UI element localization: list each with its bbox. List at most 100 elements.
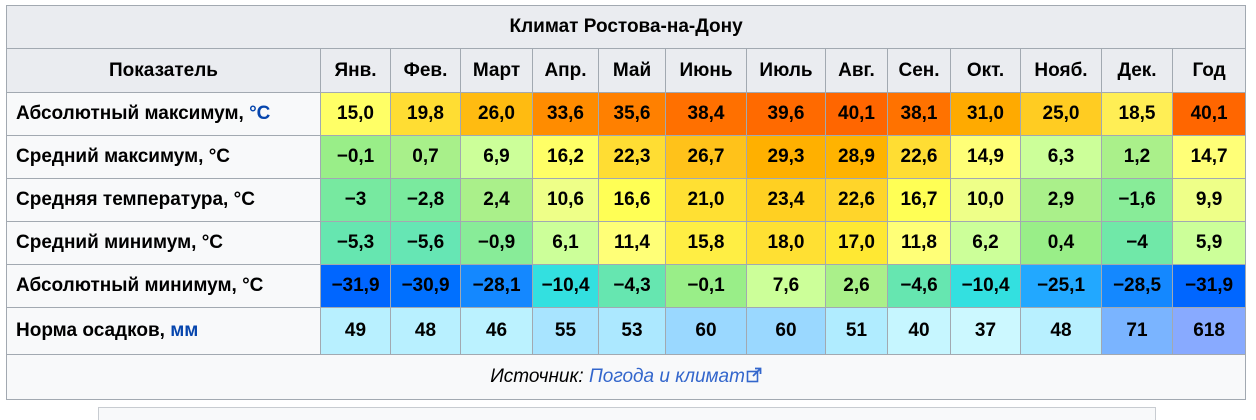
value-cell: 16,2 — [532, 135, 599, 179]
value-cell: 6,1 — [532, 221, 599, 265]
value-cell: 1,2 — [1101, 135, 1173, 179]
external-link-icon[interactable] — [746, 367, 762, 389]
row-label-text: Средний минимум, — [16, 232, 202, 253]
value-cell: 11,8 — [887, 221, 951, 265]
precipitation-row: Норма осадков, мм 49 48 46 55 53 60 60 51 40 37 48 7… — [6, 307, 1247, 355]
value-cell: 14,9 — [950, 135, 1021, 179]
year-value-cell: 40,1 — [1171, 92, 1247, 136]
value-cell: −28,5 — [1101, 264, 1173, 308]
climate-table: Климат Ростова-на-Дону Показатель Янв. Фе… — [5, 5, 1247, 400]
value-cell: 0,4 — [1020, 221, 1102, 265]
value-cell: −5,6 — [390, 221, 461, 265]
table-caption: Климат Ростова-на-Дону — [5, 5, 1247, 49]
temperature-row: Абсолютный минимум, °C −31,9 −30,9 −28,1 −10… — [6, 264, 1247, 308]
value-cell: 16,7 — [887, 178, 951, 222]
source-cell: Источник: Погода и климат — [5, 354, 1247, 400]
unit-link[interactable]: мм — [170, 320, 199, 341]
value-cell: 2,6 — [825, 264, 888, 308]
value-cell: 22,6 — [825, 178, 888, 222]
value-cell: 0,7 — [390, 135, 461, 179]
value-cell: 19,8 — [390, 92, 461, 136]
value-cell: 39,6 — [746, 92, 826, 136]
header-month: Окт. — [950, 48, 1021, 93]
value-cell: −3 — [320, 178, 391, 222]
value-cell: 46 — [460, 307, 533, 355]
year-value-cell: 5,9 — [1171, 221, 1247, 265]
value-cell: 31,0 — [950, 92, 1021, 136]
value-cell: 51 — [825, 307, 888, 355]
value-cell: 23,4 — [746, 178, 826, 222]
value-cell: 2,4 — [460, 178, 533, 222]
value-cell: −28,1 — [460, 264, 533, 308]
header-month: Июнь — [665, 48, 747, 93]
header-row: Показатель Янв. Фев. Март Апр. Май Июнь Июль Ав… — [6, 48, 1247, 93]
unit-label: °C — [208, 146, 231, 167]
year-value-cell: 9,9 — [1171, 178, 1247, 222]
value-cell: 15,8 — [665, 221, 747, 265]
value-cell: 7,6 — [746, 264, 826, 308]
value-cell: 10,0 — [950, 178, 1021, 222]
row-label: Средний минимум, °C — [6, 221, 321, 265]
value-cell: −1,6 — [1101, 178, 1173, 222]
source-link[interactable]: Погода и климат — [589, 365, 745, 387]
value-cell: 22,6 — [887, 135, 951, 179]
value-cell: 48 — [390, 307, 461, 355]
value-cell: 33,6 — [532, 92, 599, 136]
row-label: Абсолютный минимум, °C — [6, 264, 321, 308]
unit-label: °C — [242, 275, 264, 296]
value-cell: 2,9 — [1020, 178, 1102, 222]
row-label-text: Средний максимум, — [16, 146, 209, 167]
row-label: Норма осадков, мм — [6, 307, 321, 355]
row-label-text: Абсолютный минимум, — [16, 275, 243, 296]
temperature-row: Абсолютный максимум, °C 15,0 19,8 26,0 33,6 3… — [6, 92, 1247, 136]
value-cell: 21,0 — [665, 178, 747, 222]
value-cell: 53 — [598, 307, 666, 355]
value-cell: 48 — [1020, 307, 1102, 355]
value-cell: 60 — [665, 307, 747, 355]
year-value-cell: −31,9 — [1171, 264, 1247, 308]
temperature-row: Средний максимум, °C −0,1 0,7 6,9 16,2 22,3 26… — [6, 135, 1247, 179]
value-cell: −0,9 — [460, 221, 533, 265]
value-cell: 26,7 — [665, 135, 747, 179]
value-cell: 16,6 — [598, 178, 666, 222]
value-cell: 71 — [1101, 307, 1173, 355]
temperature-row: Средний минимум, °C −5,3 −5,6 −0,9 6,1 11,4 15… — [6, 221, 1247, 265]
value-cell: 11,4 — [598, 221, 666, 265]
value-cell: 40 — [887, 307, 951, 355]
value-cell: 6,2 — [950, 221, 1021, 265]
row-label-text: Абсолютный максимум, — [16, 103, 250, 124]
value-cell: 26,0 — [460, 92, 533, 136]
header-month: Сен. — [887, 48, 951, 93]
unit-label: °C — [233, 189, 255, 210]
value-cell: −10,4 — [532, 264, 599, 308]
row-label: Средний максимум, °C — [6, 135, 321, 179]
header-month: Фев. — [390, 48, 461, 93]
value-cell: 37 — [950, 307, 1021, 355]
row-label-text: Средняя температура, — [16, 189, 234, 210]
header-month: Март — [460, 48, 533, 93]
unit-link[interactable]: °C — [249, 103, 271, 124]
value-cell: 35,6 — [598, 92, 666, 136]
year-value-cell: 618 — [1171, 307, 1247, 355]
value-cell: −25,1 — [1020, 264, 1102, 308]
value-cell: −10,4 — [950, 264, 1021, 308]
value-cell: 10,6 — [532, 178, 599, 222]
temperature-row: Средняя температура, °C −3 −2,8 2,4 10,6 16,6… — [6, 178, 1247, 222]
value-cell: 38,1 — [887, 92, 951, 136]
header-month: Дек. — [1101, 48, 1173, 93]
value-cell: 60 — [746, 307, 826, 355]
value-cell: −30,9 — [390, 264, 461, 308]
header-month: Нояб. — [1020, 48, 1102, 93]
header-year: Год — [1171, 48, 1247, 93]
header-month: Апр. — [532, 48, 599, 93]
value-cell: 17,0 — [825, 221, 888, 265]
value-cell: −31,9 — [320, 264, 391, 308]
value-cell: 15,0 — [320, 92, 391, 136]
value-cell: −4,6 — [887, 264, 951, 308]
value-cell: 55 — [532, 307, 599, 355]
header-label: Показатель — [6, 48, 321, 93]
value-cell: 18,0 — [746, 221, 826, 265]
value-cell: 28,9 — [825, 135, 888, 179]
value-cell: −2,8 — [390, 178, 461, 222]
value-cell: 49 — [320, 307, 391, 355]
